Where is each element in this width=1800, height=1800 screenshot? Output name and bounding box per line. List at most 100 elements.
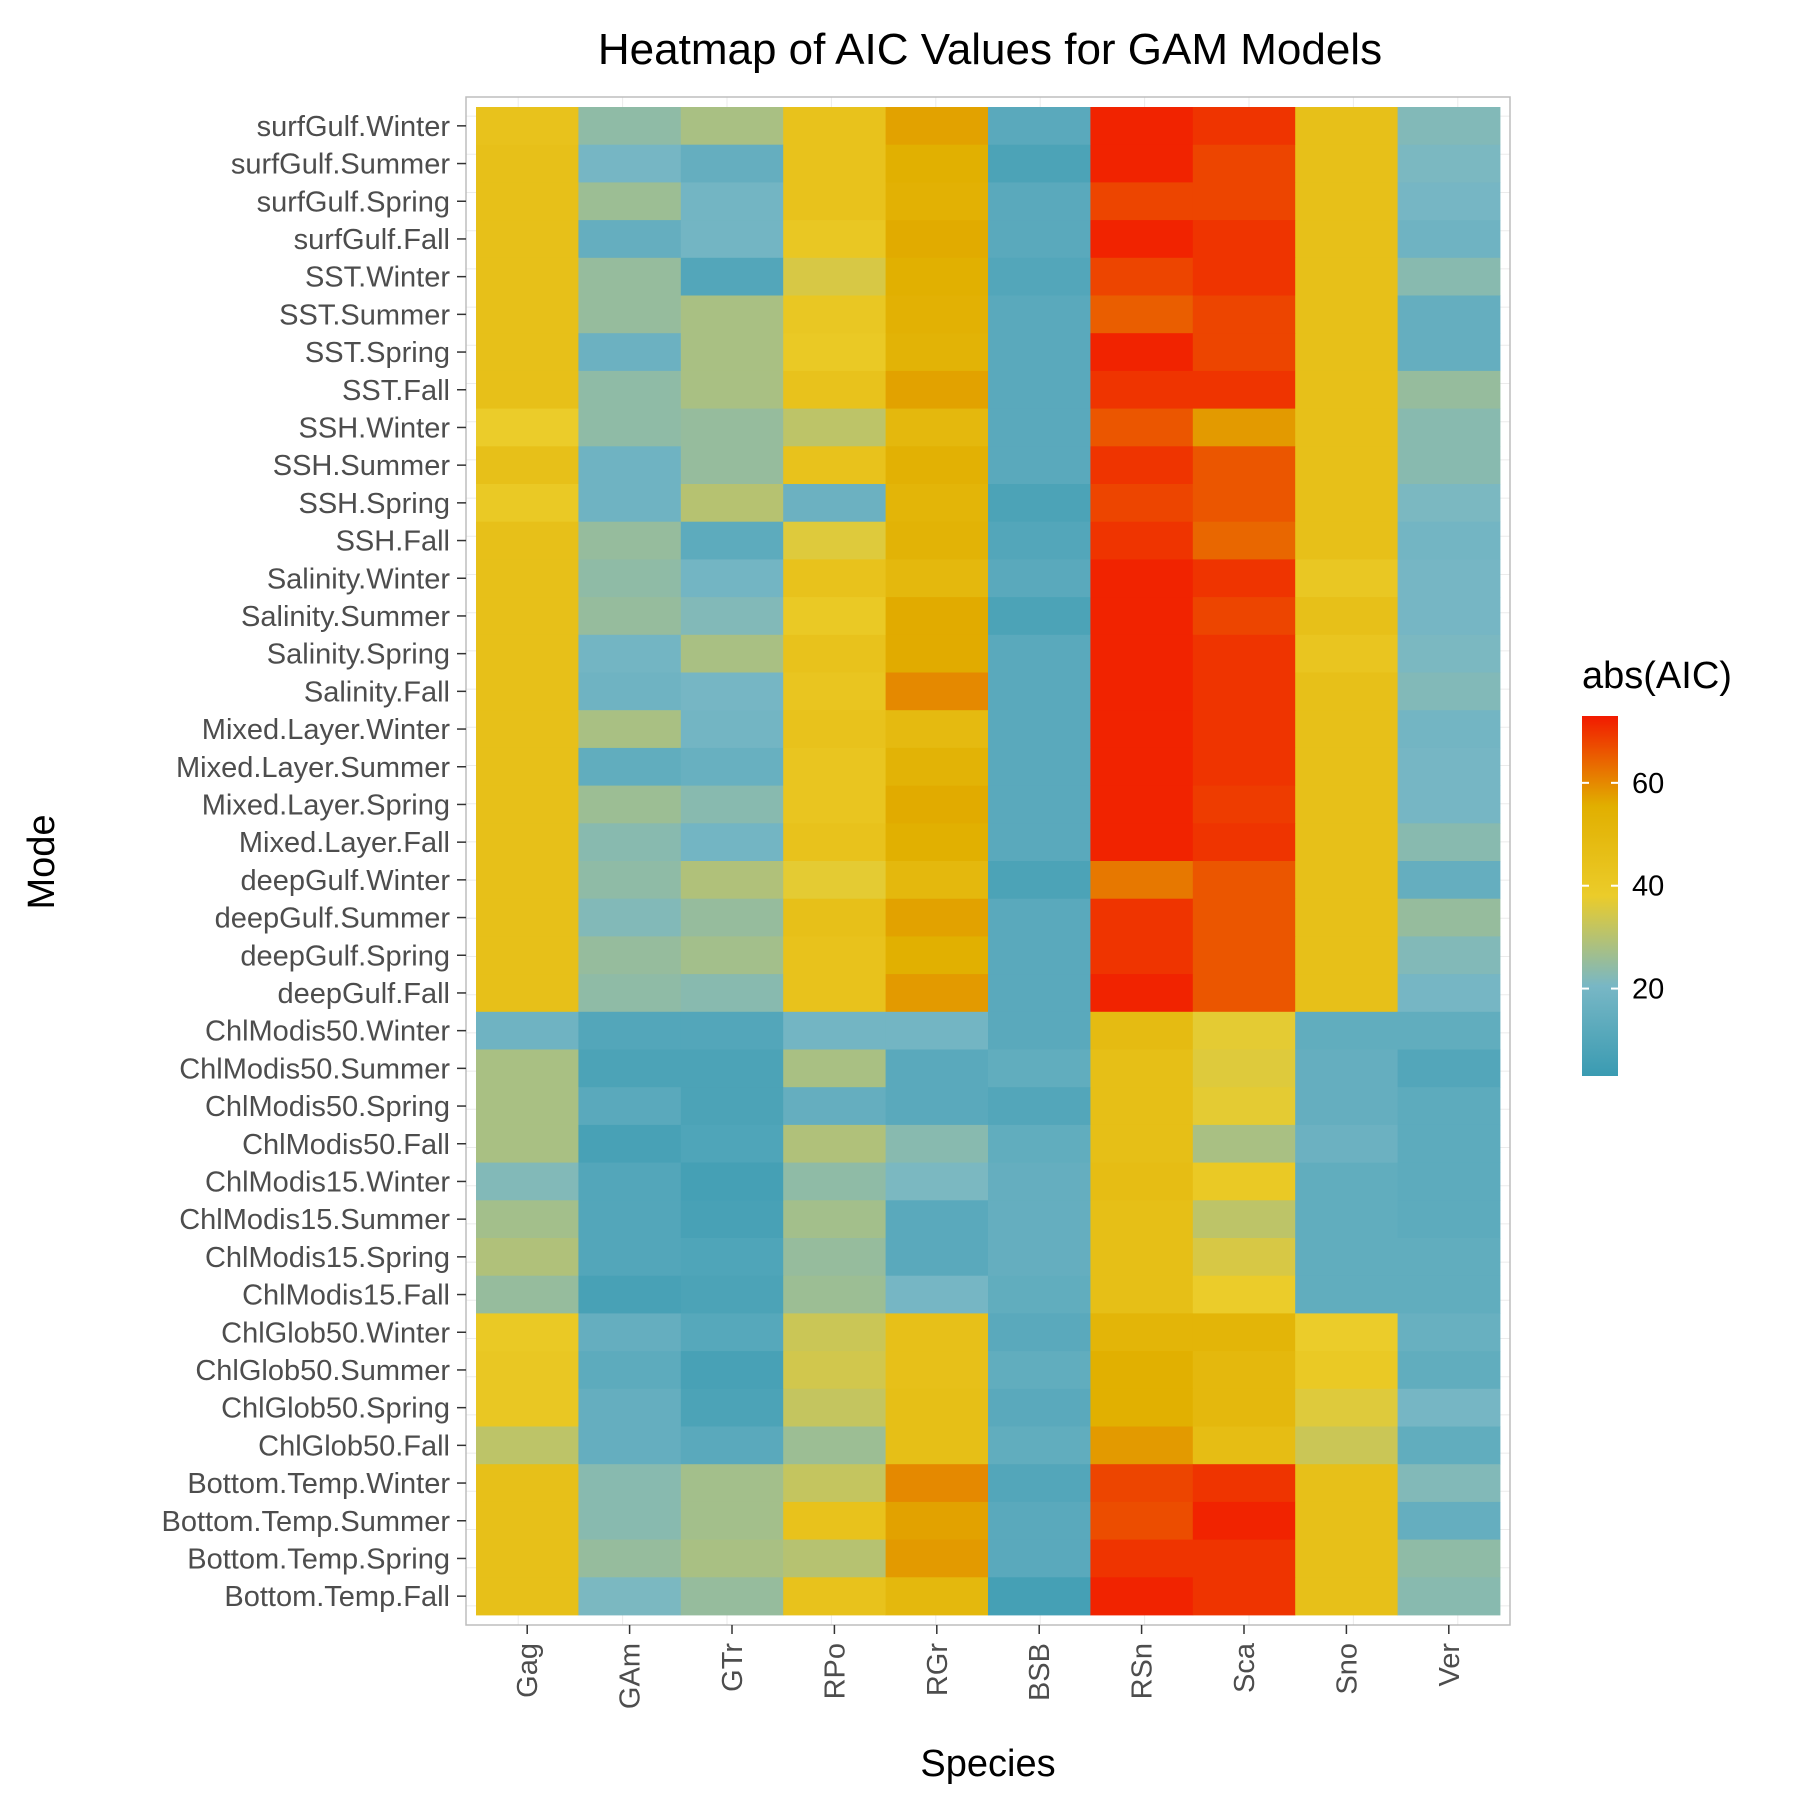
heatmap-cell <box>1192 634 1296 673</box>
heatmap-cell <box>476 1464 579 1503</box>
heatmap-cell <box>885 634 989 673</box>
heatmap-cell <box>885 597 989 636</box>
heatmap-cell <box>1192 1087 1296 1126</box>
heatmap-cell <box>1090 559 1194 598</box>
heatmap-cell <box>578 333 682 372</box>
heatmap-cell <box>476 597 579 636</box>
heatmap-cell <box>578 1351 682 1390</box>
heatmap-cell <box>1192 1501 1296 1540</box>
heatmap-cell <box>988 333 1091 372</box>
heatmap-cell <box>1295 257 1398 296</box>
heatmap-cell <box>783 370 886 409</box>
heatmap-cell <box>1192 597 1296 636</box>
heatmap-cell <box>1090 785 1194 824</box>
heatmap-cell <box>1090 144 1194 183</box>
heatmap-cell <box>988 1124 1091 1163</box>
heatmap-cell <box>1397 559 1501 598</box>
heatmap-cell <box>1295 1313 1398 1352</box>
heatmap-cell <box>988 634 1091 673</box>
heatmap-cell <box>885 1539 989 1578</box>
heatmap-cell <box>578 1313 682 1352</box>
heatmap-cell <box>885 785 989 824</box>
heatmap-cell <box>783 634 886 673</box>
heatmap-cell <box>1090 861 1194 900</box>
y-tick-label: ChlModis15.Fall <box>242 1280 450 1312</box>
heatmap-cell <box>783 1238 886 1277</box>
heatmap-cell <box>783 1539 886 1578</box>
heatmap-cell <box>1192 1577 1296 1616</box>
y-tick-label: Salinity.Summer <box>241 601 450 633</box>
heatmap-cell <box>783 861 886 900</box>
y-tick-label: Bottom.Temp.Fall <box>224 1581 450 1613</box>
heatmap-cell <box>1397 1124 1501 1163</box>
heatmap-cell <box>1397 1011 1501 1050</box>
x-tick-label: Ver <box>1434 1643 1466 1687</box>
heatmap-cell <box>1295 1162 1398 1201</box>
heatmap-cell <box>1192 898 1296 937</box>
y-tick-label: deepGulf.Fall <box>278 978 451 1010</box>
heatmap-cell <box>885 1087 989 1126</box>
heatmap-cell <box>476 861 579 900</box>
heatmap-cell <box>783 1388 886 1427</box>
heatmap-cell <box>1397 144 1501 183</box>
heatmap-cell <box>885 672 989 711</box>
heatmap-cell <box>1090 1539 1194 1578</box>
heatmap-cell <box>1090 634 1194 673</box>
heatmap-cell <box>578 144 682 183</box>
heatmap-cell <box>578 672 682 711</box>
heatmap-cell <box>1397 1426 1501 1465</box>
heatmap-cell <box>476 559 579 598</box>
heatmap-cell <box>885 408 989 447</box>
heatmap-cell <box>988 747 1091 786</box>
heatmap-cell <box>680 1124 784 1163</box>
heatmap-cell <box>783 1351 886 1390</box>
heatmap-cell <box>1090 484 1194 523</box>
heatmap-cell <box>885 446 989 485</box>
heatmap-cell <box>1397 1501 1501 1540</box>
heatmap-cell <box>1295 220 1398 259</box>
heatmap-cell <box>680 936 784 975</box>
heatmap-cell <box>1090 1501 1194 1540</box>
chart-title: Heatmap of AIC Values for GAM Models <box>598 25 1382 74</box>
heatmap-cell <box>1295 823 1398 862</box>
heatmap-cell <box>476 1501 579 1540</box>
heatmap-cell <box>783 1577 886 1616</box>
heatmap-cell <box>476 408 579 447</box>
heatmap-cell <box>1397 898 1501 937</box>
heatmap-cell <box>988 597 1091 636</box>
heatmap-cell <box>1295 861 1398 900</box>
heatmap-cell <box>1192 1238 1296 1277</box>
heatmap-cell <box>885 257 989 296</box>
heatmap-cell <box>476 823 579 862</box>
y-tick-label: surfGulf.Spring <box>257 186 450 218</box>
heatmap-cell <box>885 974 989 1013</box>
heatmap-cell <box>1397 257 1501 296</box>
heatmap-cell <box>885 295 989 334</box>
heatmap-cell <box>1192 370 1296 409</box>
y-tick-label: SST.Fall <box>342 375 450 407</box>
heatmap-cell <box>988 1275 1091 1314</box>
heatmap-cell <box>1397 1275 1501 1314</box>
y-tick-label: deepGulf.Winter <box>240 865 450 897</box>
colorbar-tick-label: 40 <box>1632 871 1664 903</box>
y-tick-label: surfGulf.Fall <box>294 224 450 256</box>
heatmap-cell <box>1192 408 1296 447</box>
heatmap-cell <box>680 257 784 296</box>
heatmap-cell <box>885 1426 989 1465</box>
heatmap-cell <box>988 1049 1091 1088</box>
y-tick-label: ChlModis15.Spring <box>205 1242 450 1274</box>
heatmap-cell <box>578 446 682 485</box>
heatmap-cell <box>885 1238 989 1277</box>
heatmap-cell <box>988 1388 1091 1427</box>
heatmap-cell <box>578 408 682 447</box>
heatmap-cell <box>783 559 886 598</box>
heatmap-cell <box>1295 672 1398 711</box>
heatmap-cell <box>988 1313 1091 1352</box>
heatmap-cell <box>1192 484 1296 523</box>
heatmap-cell <box>476 634 579 673</box>
y-tick-label: Bottom.Temp.Summer <box>162 1506 451 1538</box>
heatmap-cell <box>1397 785 1501 824</box>
heatmap-cell <box>1295 1539 1398 1578</box>
heatmap-cell <box>1090 710 1194 749</box>
heatmap-cell <box>680 1539 784 1578</box>
